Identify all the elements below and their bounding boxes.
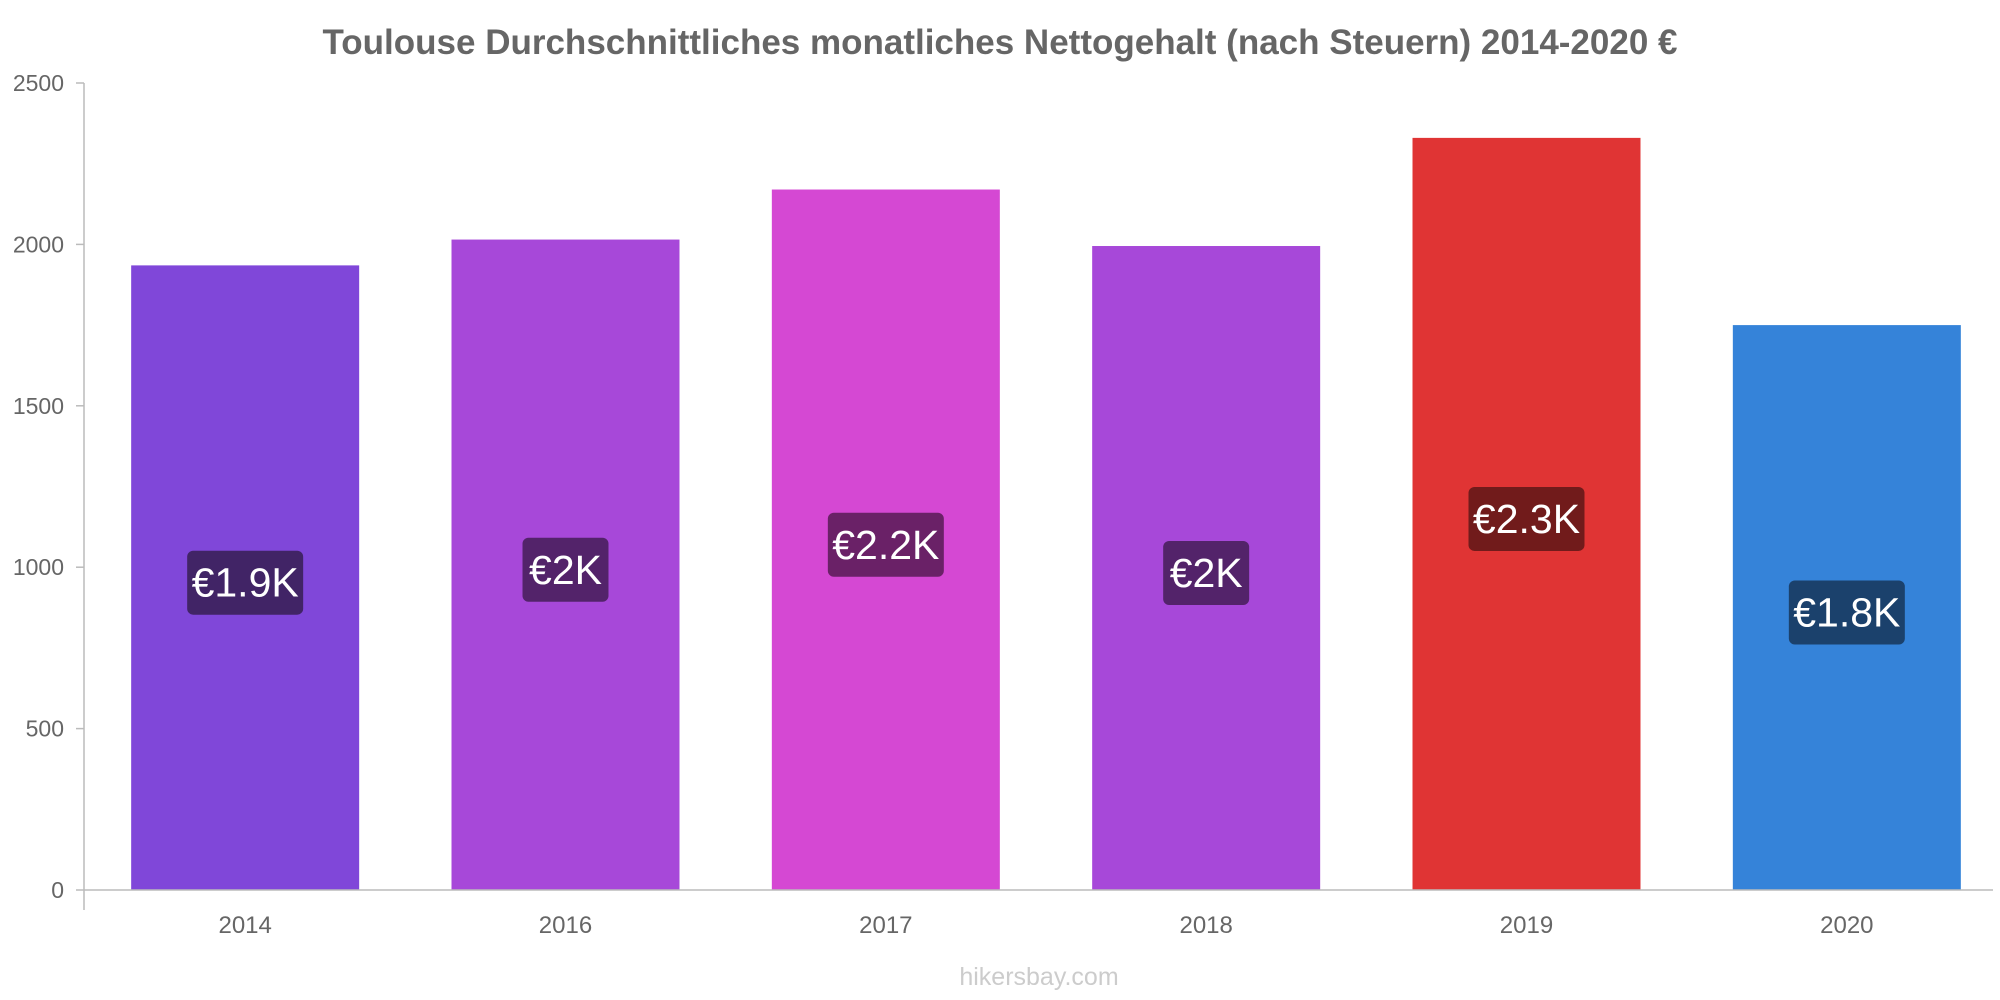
x-axis-ticks: 2014 2016 2017 2018 2019 2020 [218, 912, 1873, 939]
y-tick-label: 500 [26, 716, 64, 742]
data-label-badge [1468, 486, 1585, 551]
data-label-badge [1163, 541, 1250, 606]
y-tick-label: 1000 [13, 554, 64, 580]
data-label: €2K [529, 547, 602, 593]
data-label-badge [522, 537, 609, 602]
data-label-badge [827, 512, 944, 577]
y-tick-label: 2500 [13, 70, 64, 96]
y-tick-label: 2000 [13, 231, 64, 257]
data-label-badge [187, 550, 304, 615]
x-tick-label: 2020 [1820, 912, 1873, 939]
y-axis-ticks: 0 500 1000 1500 2000 2500 [13, 70, 84, 903]
data-label: €2.3K [1473, 496, 1580, 542]
data-label: €1.8K [1793, 590, 1900, 636]
x-tick-label: 2014 [218, 912, 271, 939]
x-tick-label: 2017 [859, 912, 912, 939]
data-label: €2.2K [832, 522, 939, 568]
x-tick-label: 2016 [539, 912, 592, 939]
x-tick-label: 2019 [1500, 912, 1553, 939]
x-tick-label: 2018 [1179, 912, 1232, 939]
bars-group: €1.9K €2K €2.2K €2K €2.3K €1.8K [131, 137, 1961, 891]
chart-title: Toulouse Durchschnittliches monatliches … [323, 23, 1678, 62]
y-tick-label: 1500 [13, 393, 64, 419]
data-label: €2K [1170, 550, 1243, 596]
data-label: €1.9K [192, 560, 299, 606]
y-tick-label: 0 [51, 877, 64, 903]
data-label-badge [1788, 580, 1905, 645]
watermark-text: hikersbay.com [959, 963, 1118, 991]
